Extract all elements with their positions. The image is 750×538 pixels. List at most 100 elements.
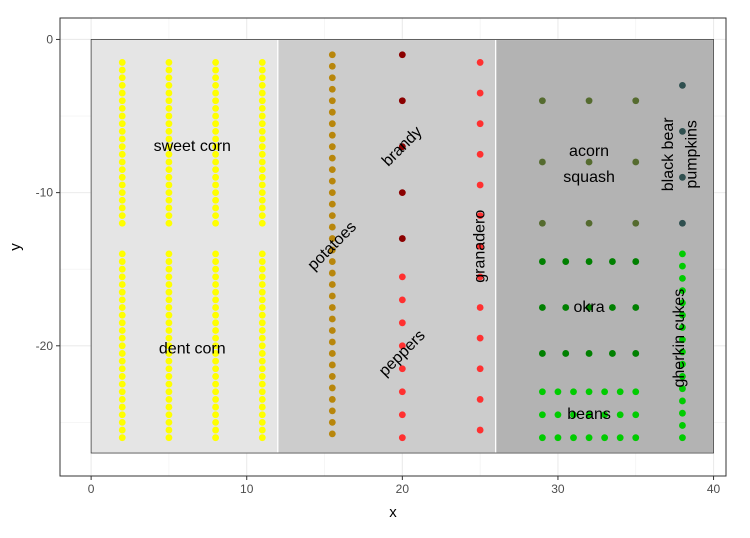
plant-point — [585, 158, 593, 166]
plant-point — [212, 173, 220, 181]
plant-point — [118, 81, 126, 89]
plant-point — [165, 265, 173, 273]
plant-point — [679, 81, 686, 89]
plant-point — [554, 434, 562, 442]
plant-point — [212, 250, 220, 258]
plant-point — [165, 258, 173, 265]
plant-point — [398, 235, 406, 242]
plant-point — [632, 388, 640, 396]
plant-point — [165, 135, 173, 143]
plant-point — [165, 66, 173, 74]
plant-point — [398, 273, 406, 281]
plant-point — [328, 396, 336, 403]
axis-ticks: 0 10 20 30 40 0 -10 -20 — [36, 32, 721, 496]
plant-point — [538, 388, 546, 396]
plant-point — [258, 112, 266, 120]
plant-point — [258, 104, 266, 112]
plant-label: dent corn — [159, 340, 226, 357]
plant-point — [165, 380, 173, 388]
plant-point — [476, 396, 484, 403]
plant-point — [118, 74, 126, 82]
plant-point — [118, 350, 126, 357]
plant-point — [538, 434, 546, 442]
plant-point — [258, 66, 266, 74]
plant-point — [632, 158, 640, 166]
plant-point — [554, 411, 562, 419]
plant-point — [609, 304, 616, 311]
plant-point — [118, 273, 126, 281]
plant-point — [258, 89, 266, 97]
plant-point — [118, 380, 126, 388]
plant-point — [632, 304, 640, 311]
plant-point — [165, 158, 173, 166]
plant-point — [398, 51, 406, 59]
plant-point — [165, 219, 173, 227]
plant-point — [585, 434, 593, 442]
plant-point — [476, 89, 484, 97]
plant-point — [258, 396, 266, 403]
plant-point — [212, 319, 220, 327]
plant-point — [165, 373, 173, 380]
plant-point — [258, 273, 266, 281]
plant-point — [165, 327, 173, 334]
plant-point — [118, 304, 126, 311]
plant-label: pumpkins — [683, 120, 700, 188]
plant-point — [165, 411, 173, 419]
plant-point — [258, 265, 266, 273]
plant-point — [212, 350, 220, 357]
plant-point — [476, 150, 484, 158]
plant-point — [258, 212, 266, 219]
plant-label: beans — [567, 406, 611, 423]
plant-point — [538, 304, 546, 311]
plant-point — [398, 342, 406, 350]
plant-point — [328, 361, 336, 369]
plant-point — [165, 250, 173, 258]
plant-point — [585, 258, 593, 265]
plant-point — [258, 150, 266, 158]
plant-point — [212, 311, 220, 319]
plant-point — [679, 385, 686, 393]
plant-point — [585, 219, 593, 227]
plant-point — [118, 319, 126, 327]
plant-point — [165, 173, 173, 181]
plant-point — [165, 350, 173, 357]
plant-point — [538, 258, 546, 265]
y-tick-label: -10 — [36, 186, 54, 200]
plant-point — [118, 89, 126, 97]
plant-point — [118, 66, 126, 74]
plant-point — [554, 388, 562, 396]
plant-point — [679, 127, 686, 135]
plant-label: gherkin cukes — [671, 289, 688, 388]
plant-point — [328, 131, 336, 139]
plant-point — [258, 59, 266, 66]
y-axis-title: y — [7, 243, 24, 251]
plant-point — [679, 219, 686, 227]
plant-point — [679, 397, 686, 405]
plant-point — [328, 304, 336, 311]
plant-point — [585, 411, 593, 419]
plant-point — [212, 104, 220, 112]
plant-point — [212, 196, 220, 204]
plant-point — [118, 396, 126, 403]
plant-point — [165, 150, 173, 158]
plant-point — [679, 360, 686, 368]
plant-point — [212, 327, 220, 334]
plant-point — [258, 373, 266, 380]
plant-point — [118, 288, 126, 296]
plant-point — [570, 411, 577, 419]
plant-point — [632, 219, 640, 227]
x-tick-label: 20 — [396, 482, 410, 496]
plant-point — [212, 388, 220, 396]
plant-point — [212, 189, 220, 197]
plant-point — [165, 212, 173, 219]
plant-point — [328, 292, 336, 300]
plant-point — [538, 158, 546, 166]
plant-point — [585, 97, 593, 105]
plant-point — [398, 319, 406, 327]
plant-point — [258, 296, 266, 304]
plant-point — [118, 219, 126, 227]
plant-point — [165, 89, 173, 97]
plant-point — [328, 154, 336, 162]
plant-point — [165, 120, 173, 128]
plant-point — [165, 104, 173, 112]
